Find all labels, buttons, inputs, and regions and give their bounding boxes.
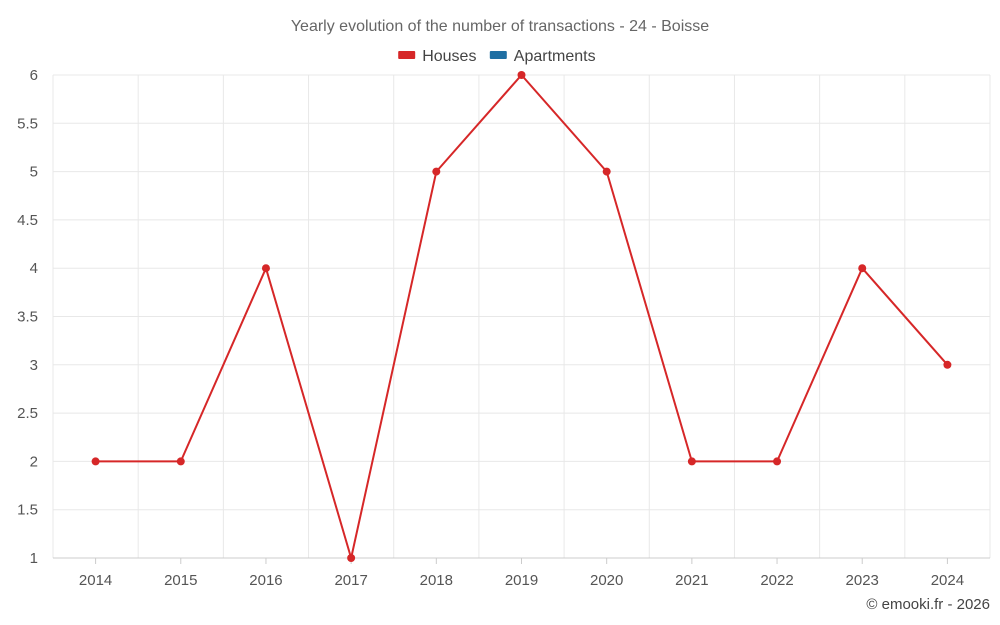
data-point-houses-2020: [602, 167, 611, 176]
legend-swatch-apartments: [489, 51, 507, 59]
x-tick-label-2015: 2015: [164, 572, 197, 589]
x-tick-label-2020: 2020: [590, 572, 623, 589]
data-point-houses-2019: [517, 71, 526, 79]
x-axis-ticks: 2014 2015 2016 2017 2018 2019 2020 2021 2022 2023…: [79, 558, 964, 589]
y-tick-label-5: 5: [30, 164, 38, 181]
y-tick-label-5.5: 5.5: [17, 115, 38, 132]
x-tick-label-2024: 2024: [931, 572, 964, 589]
series-layer: [91, 71, 952, 562]
y-axis-ticks: 1 1.5 2 2.5 3 3.5 4 4.5 5 5.5 6: [17, 67, 38, 567]
credit-text: © emooki.fr - 2026: [866, 596, 990, 613]
x-tick-label-2023: 2023: [846, 572, 879, 589]
data-point-houses-2016: [261, 264, 270, 273]
y-tick-label-3.5: 3.5: [17, 309, 38, 326]
data-point-houses-2023: [858, 264, 867, 273]
legend-swatch-houses: [398, 51, 416, 59]
chart-title: Yearly evolution of the number of transa…: [291, 18, 709, 35]
x-tick-label-2016: 2016: [249, 572, 282, 589]
legend-label-houses: Houses: [422, 48, 476, 65]
legend-label-apartments: Apartments: [514, 48, 596, 65]
data-point-houses-2024: [943, 360, 952, 369]
y-tick-label-4.5: 4.5: [17, 212, 38, 229]
data-point-houses-2015: [176, 457, 185, 466]
data-point-houses-2018: [432, 167, 441, 176]
x-tick-label-2022: 2022: [760, 572, 793, 589]
x-tick-label-2018: 2018: [420, 572, 453, 589]
y-tick-label-3: 3: [30, 357, 38, 374]
data-point-houses-2022: [773, 457, 782, 466]
data-point-houses-2014: [91, 457, 100, 466]
legend-item-houses[interactable]: Houses: [398, 48, 476, 65]
y-tick-label-6: 6: [30, 67, 38, 84]
grid: [52, 74, 991, 559]
data-point-houses-2017: [347, 554, 356, 562]
x-tick-label-2017: 2017: [334, 572, 367, 589]
x-tick-label-2014: 2014: [79, 572, 112, 589]
y-tick-label-4: 4: [30, 260, 38, 277]
y-tick-label-1: 1: [30, 550, 38, 567]
y-tick-label-1.5: 1.5: [17, 502, 38, 519]
data-point-houses-2021: [687, 457, 696, 466]
y-tick-label-2: 2: [30, 453, 38, 470]
legend-item-apartments[interactable]: Apartments: [489, 48, 596, 65]
x-tick-label-2021: 2021: [675, 572, 708, 589]
y-tick-label-2.5: 2.5: [17, 405, 38, 422]
x-tick-label-2019: 2019: [505, 572, 538, 589]
legend: Houses Apartments: [398, 48, 596, 65]
